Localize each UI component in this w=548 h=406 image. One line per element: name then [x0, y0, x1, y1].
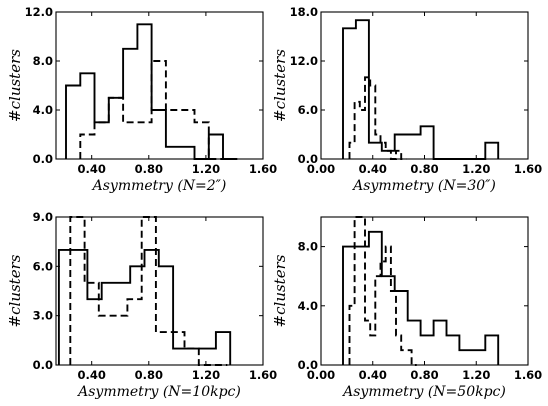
histogram-solid-series-1 — [342, 230, 500, 365]
histogram-solid-series-1 — [57, 248, 232, 365]
axes-frame — [320, 216, 529, 366]
x-axis-label: Asymmetry (N=30″) — [351, 178, 496, 194]
x-axis-label: Asymmetry (N=10kpc) — [76, 384, 241, 400]
y-tick-label: 12.0 — [290, 54, 318, 68]
histogram-dashed-series-2 — [79, 60, 223, 160]
x-tick-label: 1.20 — [192, 368, 220, 382]
x-tick-label: 0.00 — [307, 368, 335, 382]
axes-frame — [320, 11, 529, 160]
x-tick-label: 1.60 — [249, 368, 277, 382]
y-tick-label: 4.0 — [33, 103, 53, 117]
histogram-panel-1: 0.40 0.80 1.20 1.60 0.0 4.0 8.0 12.0 Asymmetry (… — [6, 5, 277, 194]
y-axis-label: #clusters — [6, 254, 24, 327]
x-axis-label: Asymmetry (N=2″) — [91, 178, 227, 194]
x-tick-label: 0.40 — [78, 162, 106, 176]
histogram-panel-2: 0.00 0.40 0.80 1.20 1.60 0.0 6.0 12.0 18.0 Asymme… — [271, 5, 542, 194]
axes-frame — [55, 11, 264, 160]
y-axis-label: #clusters — [271, 49, 289, 122]
x-tick-label: 0.40 — [78, 368, 106, 382]
histogram-panel-4: 0.00 0.40 0.80 1.20 1.60 0.0 4.0 8.0 Asymmetry (… — [271, 216, 542, 400]
y-tick-label: 0.0 — [33, 152, 53, 166]
y-tick-label: 4.0 — [298, 299, 318, 313]
y-tick-label: 12.0 — [25, 5, 53, 19]
x-tick-label: 1.60 — [514, 368, 542, 382]
y-tick-label: 0.0 — [298, 358, 318, 372]
x-tick-label: 1.20 — [192, 162, 220, 176]
y-tick-label: 6.0 — [33, 259, 53, 273]
y-tick-label: 9.0 — [33, 210, 53, 224]
x-tick-label: 0.40 — [359, 162, 387, 176]
y-tick-label: 8.0 — [298, 240, 318, 254]
y-axis-label: #clusters — [271, 254, 289, 327]
x-tick-label: 0.80 — [410, 368, 438, 382]
x-tick-label: 1.60 — [514, 162, 542, 176]
x-tick-label: 1.20 — [462, 368, 490, 382]
histogram-solid-series-1 — [342, 19, 500, 160]
y-axis-label: #clusters — [6, 49, 24, 122]
x-tick-label: 0.00 — [307, 162, 335, 176]
histogram-panel-3: 0.40 0.80 1.20 1.60 0.0 3.0 6.0 9.0 Asymmetry (N… — [6, 210, 277, 400]
x-tick-label: 1.20 — [462, 162, 490, 176]
x-tick-label: 0.80 — [135, 162, 163, 176]
axes-frame — [55, 216, 264, 366]
y-tick-label: 6.0 — [298, 103, 318, 117]
x-tick-label: 0.80 — [410, 162, 438, 176]
y-tick-label: 0.0 — [298, 152, 318, 166]
x-tick-label: 0.40 — [359, 368, 387, 382]
histogram-dashed-series-2 — [348, 76, 407, 160]
y-tick-label: 18.0 — [290, 5, 318, 19]
x-axis-label: Asymmetry (N=50kpc) — [341, 384, 506, 400]
y-tick-label: 8.0 — [33, 54, 53, 68]
x-tick-label: 0.80 — [135, 368, 163, 382]
histogram-dashed-series-2 — [69, 216, 228, 366]
x-tick-label: 1.60 — [249, 162, 277, 176]
y-tick-label: 0.0 — [33, 358, 53, 372]
y-tick-label: 3.0 — [33, 309, 53, 323]
